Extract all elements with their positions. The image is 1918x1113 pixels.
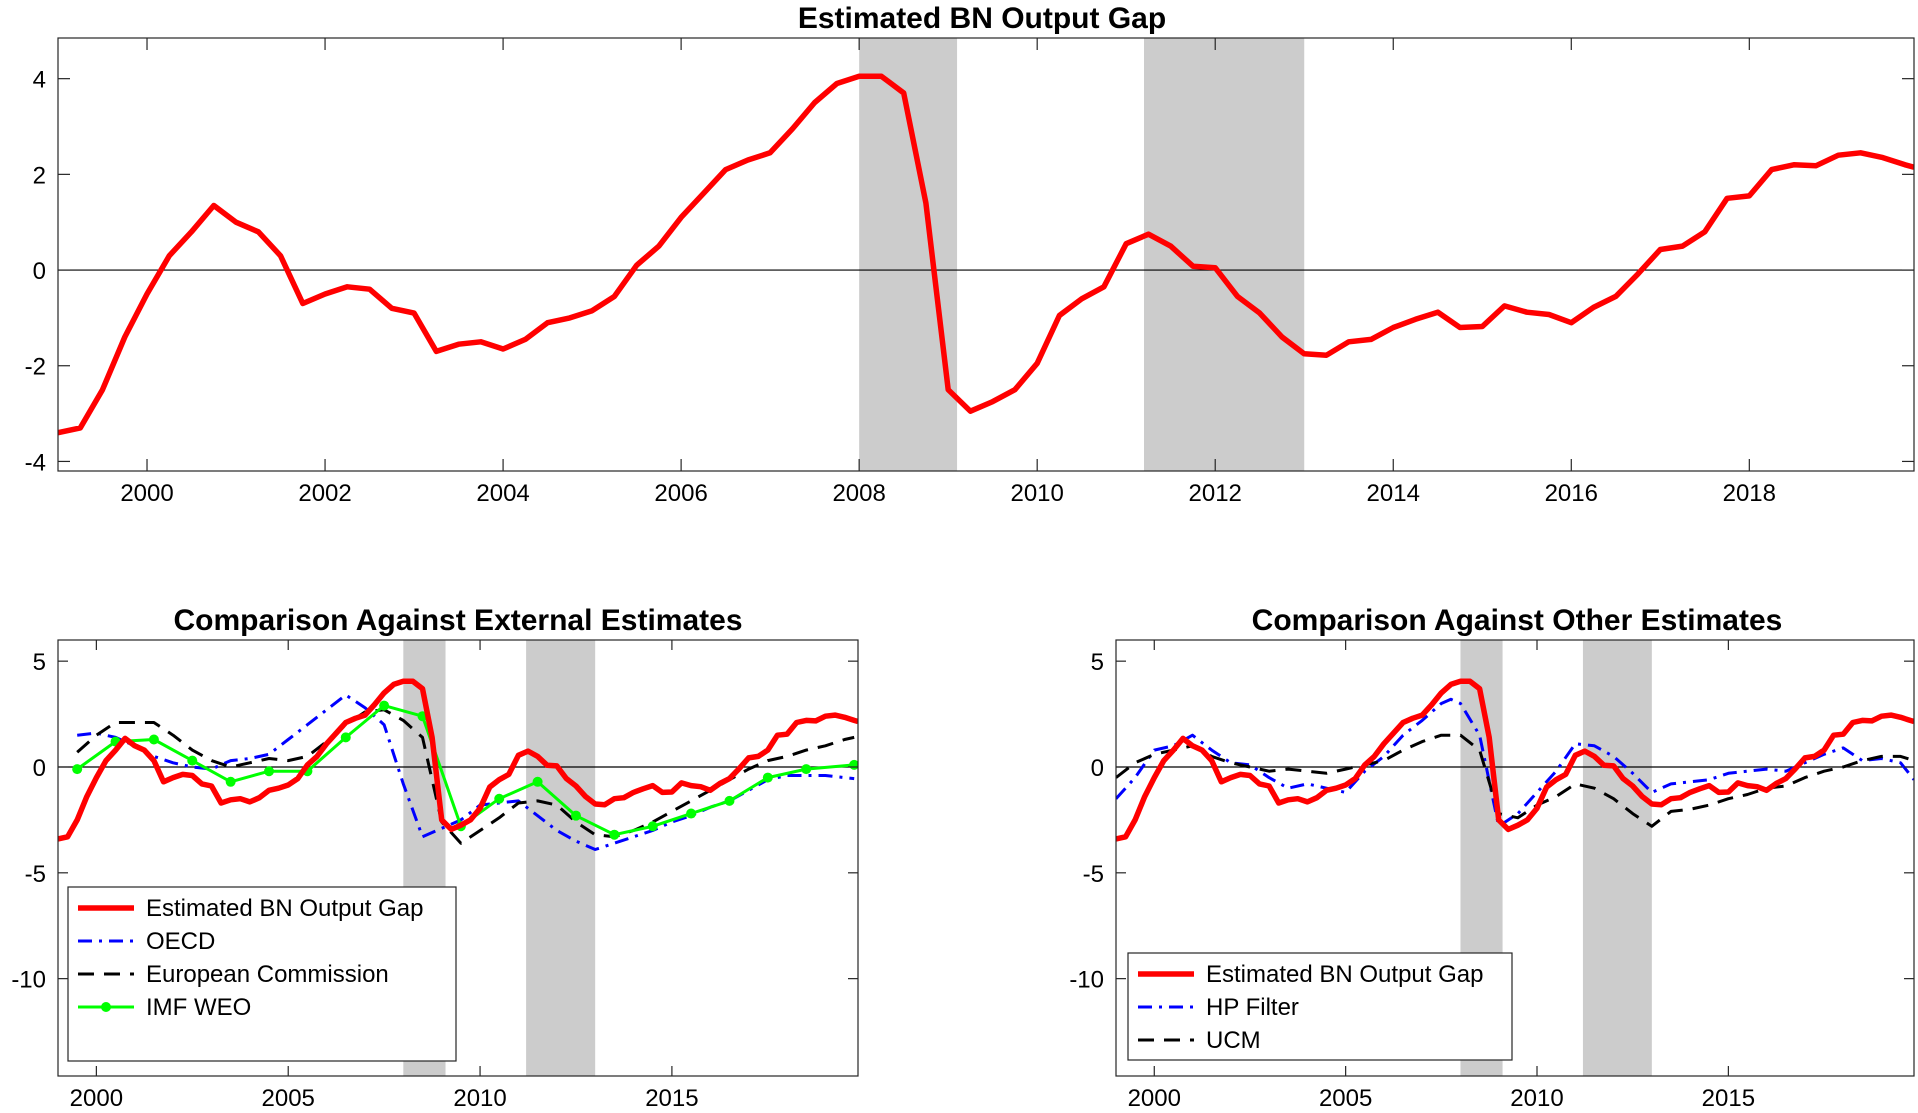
right-series-estimated-bn-output-gap [1116, 678, 1914, 842]
top-series-estimated-bn-output-gap [58, 73, 1914, 436]
left-xtick-label: 2000 [70, 1085, 123, 1112]
right-legend-label-ucm: UCM [1206, 1027, 1261, 1054]
top-chart-title: Estimated BN Output Gap [798, 2, 1166, 35]
top-ytick-label: -4 [25, 449, 46, 476]
left-imf-weo-point [647, 821, 658, 832]
right-xtick-label: 2010 [1510, 1085, 1563, 1112]
right-plot-frame [1115, 639, 1915, 1077]
right-xtick-label: 2005 [1319, 1085, 1372, 1112]
left-imf-weo-point [686, 808, 697, 819]
left-imf-weo-point [609, 829, 620, 840]
left-series-estimated-bn-output-gap [58, 678, 858, 842]
left-ytick-label: -5 [25, 861, 46, 888]
top-ytick-label: 4 [33, 67, 46, 94]
left-recession-band-2 [526, 640, 596, 1076]
left-imf-weo-point [148, 734, 159, 745]
right-ytick-label: 0 [1091, 755, 1104, 782]
left-chart-panel: Comparison Against External Estimates 20… [11, 604, 859, 1112]
top-ytick-label: 0 [33, 258, 46, 285]
right-legend: Estimated BN Output Gap HP Filter UCM [1127, 952, 1513, 1061]
left-imf-weo-point [225, 776, 236, 787]
right-legend-label-estimated-bn-output-gap: Estimated BN Output Gap [1206, 961, 1483, 988]
top-series-group [58, 73, 1914, 436]
left-imf-weo-point [762, 772, 773, 783]
left-series-group [58, 678, 858, 851]
left-imf-weo-point [494, 793, 505, 804]
top-xtick-label: 2006 [654, 480, 707, 507]
top-recession-band-2 [1144, 38, 1305, 471]
top-chart-panel: Estimated BN Output Gap 2000 2002 2004 2006… [25, 2, 1915, 507]
left-imf-weo-point [724, 795, 735, 806]
top-xtick-label: 2008 [832, 480, 885, 507]
left-legend-label-imf-weo: IMF WEO [146, 994, 251, 1021]
right-series-ucm [1116, 733, 1914, 828]
top-xtick-label: 2014 [1367, 480, 1420, 507]
top-xtick-label: 2016 [1545, 480, 1598, 507]
left-imf-weo-point [532, 776, 543, 787]
left-axis-ticks: 2000 2005 2010 2015 -10 -5 0 5 [11, 640, 858, 1112]
left-legend-label-oecd: OECD [146, 928, 215, 955]
right-xtick-label: 2000 [1128, 1085, 1181, 1112]
left-imf-weo-point [340, 732, 351, 743]
left-imf-weo-point [72, 764, 83, 775]
left-imf-weo-point [570, 810, 581, 821]
right-legend-label-hp-filter: HP Filter [1206, 994, 1299, 1021]
left-xtick-label: 2015 [645, 1085, 698, 1112]
right-axis-ticks: 2000 2005 2010 2015 -10 -5 0 5 [1069, 640, 1914, 1112]
left-ytick-label: 0 [33, 755, 46, 782]
top-xtick-label: 2004 [476, 480, 529, 507]
left-chart-title: Comparison Against External Estimates [173, 604, 742, 637]
left-ytick-label: -10 [11, 967, 46, 994]
left-imf-weo-point [187, 755, 198, 766]
right-series-group [1116, 678, 1914, 842]
top-xtick-label: 2012 [1189, 480, 1242, 507]
right-xtick-label: 2015 [1702, 1085, 1755, 1112]
top-xtick-label: 2018 [1723, 480, 1776, 507]
left-legend-label-estimated-bn-output-gap: Estimated BN Output Gap [146, 895, 423, 922]
left-legend-marker-imf-weo [101, 1002, 111, 1012]
left-xtick-label: 2010 [453, 1085, 506, 1112]
left-plot-frame [57, 639, 859, 1077]
right-chart-panel: Comparison Against Other Estimates 2000 2… [1069, 604, 1915, 1112]
right-ytick-label: -5 [1083, 861, 1104, 888]
top-recession-shading [859, 38, 1305, 471]
top-xtick-label: 2002 [298, 480, 351, 507]
top-axis-ticks: 2000 2002 2004 2006 2008 2010 2012 2014 2016 2018… [25, 38, 1914, 507]
top-plot-frame [57, 37, 1915, 472]
top-xtick-label: 2010 [1010, 480, 1063, 507]
right-recession-band-2 [1582, 640, 1652, 1076]
left-imf-weo-point [264, 766, 275, 777]
left-xtick-label: 2005 [262, 1085, 315, 1112]
top-ytick-label: 2 [33, 162, 46, 189]
left-legend: Estimated BN Output Gap OECD European Comm… [67, 886, 457, 1062]
left-imf-weo-point [801, 764, 812, 775]
right-chart-title: Comparison Against Other Estimates [1252, 604, 1783, 637]
right-ytick-label: -10 [1069, 967, 1104, 994]
right-series-hp-filter [1116, 697, 1914, 828]
left-ytick-label: 5 [33, 649, 46, 676]
left-legend-label-european-commission: European Commission [146, 961, 389, 988]
top-ytick-label: -2 [25, 354, 46, 381]
left-imf-weo-point [379, 700, 390, 711]
right-ytick-label: 5 [1091, 649, 1104, 676]
top-xtick-label: 2000 [120, 480, 173, 507]
